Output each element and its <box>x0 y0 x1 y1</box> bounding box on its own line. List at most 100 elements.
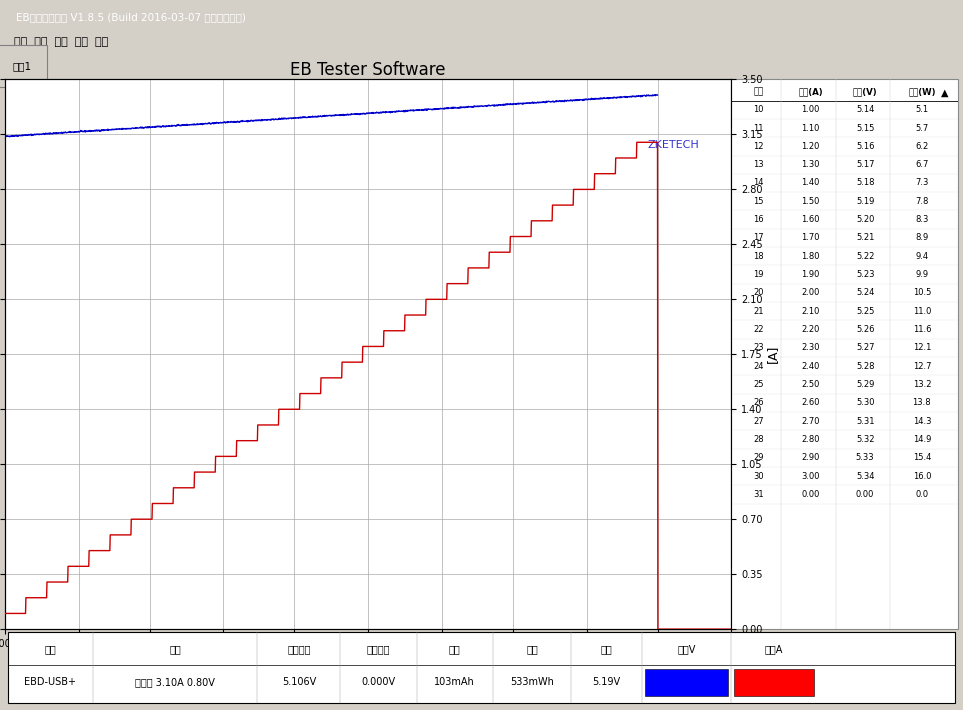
Text: 13.2: 13.2 <box>913 380 931 389</box>
Text: 103mAh: 103mAh <box>434 677 475 687</box>
Text: 5.24: 5.24 <box>856 288 874 297</box>
Text: 15.4: 15.4 <box>913 453 931 462</box>
Text: 5.25: 5.25 <box>856 307 874 316</box>
Text: 恒电流 3.10A 0.80V: 恒电流 3.10A 0.80V <box>135 677 215 687</box>
Text: 3.00: 3.00 <box>801 471 820 481</box>
Text: 5.29: 5.29 <box>856 380 874 389</box>
Text: 11: 11 <box>753 124 764 133</box>
Text: 5.15: 5.15 <box>856 124 874 133</box>
Text: 2.40: 2.40 <box>801 361 820 371</box>
Bar <box>734 669 815 697</box>
Text: 19: 19 <box>753 270 764 279</box>
Y-axis label: [A]: [A] <box>766 345 778 364</box>
Text: 7.8: 7.8 <box>915 197 928 206</box>
Text: 起始电压: 起始电压 <box>287 644 311 654</box>
Text: 2.30: 2.30 <box>801 344 820 352</box>
Text: 13.8: 13.8 <box>913 398 931 408</box>
Text: EBD-USB+: EBD-USB+ <box>24 677 76 687</box>
Text: 29: 29 <box>753 453 764 462</box>
Bar <box>644 669 728 697</box>
Text: 5.106V: 5.106V <box>282 677 316 687</box>
Text: 5.19V: 5.19V <box>592 677 620 687</box>
Title: EB Tester Software: EB Tester Software <box>290 61 446 80</box>
Text: 5.20: 5.20 <box>856 215 874 224</box>
Text: 21: 21 <box>753 307 764 316</box>
Text: ZKETECH: ZKETECH <box>648 140 699 151</box>
Text: 2.60: 2.60 <box>801 398 820 408</box>
Text: 13: 13 <box>753 160 764 169</box>
Text: 25: 25 <box>753 380 764 389</box>
Text: 8.3: 8.3 <box>915 215 928 224</box>
Text: 5.26: 5.26 <box>856 325 874 334</box>
Text: 17: 17 <box>753 234 764 242</box>
Text: 5.28: 5.28 <box>856 361 874 371</box>
Text: 曲线V: 曲线V <box>677 644 695 654</box>
Text: 文件  系统  工具  设置  帮助: 文件 系统 工具 设置 帮助 <box>14 37 109 47</box>
Text: 9.4: 9.4 <box>915 252 928 261</box>
Text: 5.19: 5.19 <box>856 197 874 206</box>
Text: 1.00: 1.00 <box>801 105 820 114</box>
Text: 8.9: 8.9 <box>915 234 928 242</box>
Text: 0.0: 0.0 <box>915 490 928 499</box>
Text: 曲线A: 曲线A <box>765 644 783 654</box>
Text: 2.70: 2.70 <box>801 417 820 426</box>
Text: 20: 20 <box>753 288 764 297</box>
Text: 6.7: 6.7 <box>915 160 928 169</box>
Text: 终止电压: 终止电压 <box>367 644 390 654</box>
Text: 28: 28 <box>753 435 764 444</box>
Text: 1.10: 1.10 <box>801 124 820 133</box>
Text: 31: 31 <box>753 490 764 499</box>
Text: 1.60: 1.60 <box>801 215 820 224</box>
Text: 30: 30 <box>753 471 764 481</box>
Text: 容量: 容量 <box>449 644 460 654</box>
Text: 2.90: 2.90 <box>801 453 820 462</box>
Text: 16.0: 16.0 <box>913 471 931 481</box>
Text: 1.80: 1.80 <box>801 252 820 261</box>
Text: 5.27: 5.27 <box>856 344 874 352</box>
Text: 12.7: 12.7 <box>913 361 931 371</box>
Text: 2.20: 2.20 <box>801 325 820 334</box>
Text: 10: 10 <box>753 105 764 114</box>
Text: 14.9: 14.9 <box>913 435 931 444</box>
Text: 均压: 均压 <box>601 644 612 654</box>
Text: 11.6: 11.6 <box>913 325 931 334</box>
Text: 1.30: 1.30 <box>801 160 820 169</box>
Text: 16: 16 <box>753 215 764 224</box>
Text: 2.80: 2.80 <box>801 435 820 444</box>
Text: 5.16: 5.16 <box>856 142 874 151</box>
Text: 15: 15 <box>753 197 764 206</box>
Text: 5.7: 5.7 <box>915 124 928 133</box>
Text: 5.33: 5.33 <box>856 453 874 462</box>
Text: 22: 22 <box>753 325 764 334</box>
Text: 2.10: 2.10 <box>801 307 820 316</box>
Text: 1.70: 1.70 <box>801 234 820 242</box>
Text: 12: 12 <box>753 142 764 151</box>
Text: 533mWh: 533mWh <box>510 677 554 687</box>
Text: 9.9: 9.9 <box>915 270 928 279</box>
Text: 5.21: 5.21 <box>856 234 874 242</box>
Text: 27: 27 <box>753 417 764 426</box>
Text: 5.32: 5.32 <box>856 435 874 444</box>
Text: 1.90: 1.90 <box>801 270 820 279</box>
Text: 18: 18 <box>753 252 764 261</box>
Text: 5.30: 5.30 <box>856 398 874 408</box>
Text: 5.31: 5.31 <box>856 417 874 426</box>
Text: 24: 24 <box>753 361 764 371</box>
Text: 功率(W): 功率(W) <box>908 87 936 96</box>
Text: 0.00: 0.00 <box>801 490 820 499</box>
Text: 14.3: 14.3 <box>913 417 931 426</box>
Text: ▲: ▲ <box>941 88 949 98</box>
Text: 5.18: 5.18 <box>856 178 874 187</box>
Text: 能量: 能量 <box>526 644 538 654</box>
Text: 1.50: 1.50 <box>801 197 820 206</box>
Text: 5.34: 5.34 <box>856 471 874 481</box>
Text: 1.40: 1.40 <box>801 178 820 187</box>
Text: 10.5: 10.5 <box>913 288 931 297</box>
Text: 5.17: 5.17 <box>856 160 874 169</box>
Text: 0.00: 0.00 <box>856 490 874 499</box>
Text: 5.1: 5.1 <box>915 105 928 114</box>
Text: 2.00: 2.00 <box>801 288 820 297</box>
Text: 1.20: 1.20 <box>801 142 820 151</box>
Text: 12.1: 12.1 <box>913 344 931 352</box>
Text: 0.000V: 0.000V <box>361 677 396 687</box>
